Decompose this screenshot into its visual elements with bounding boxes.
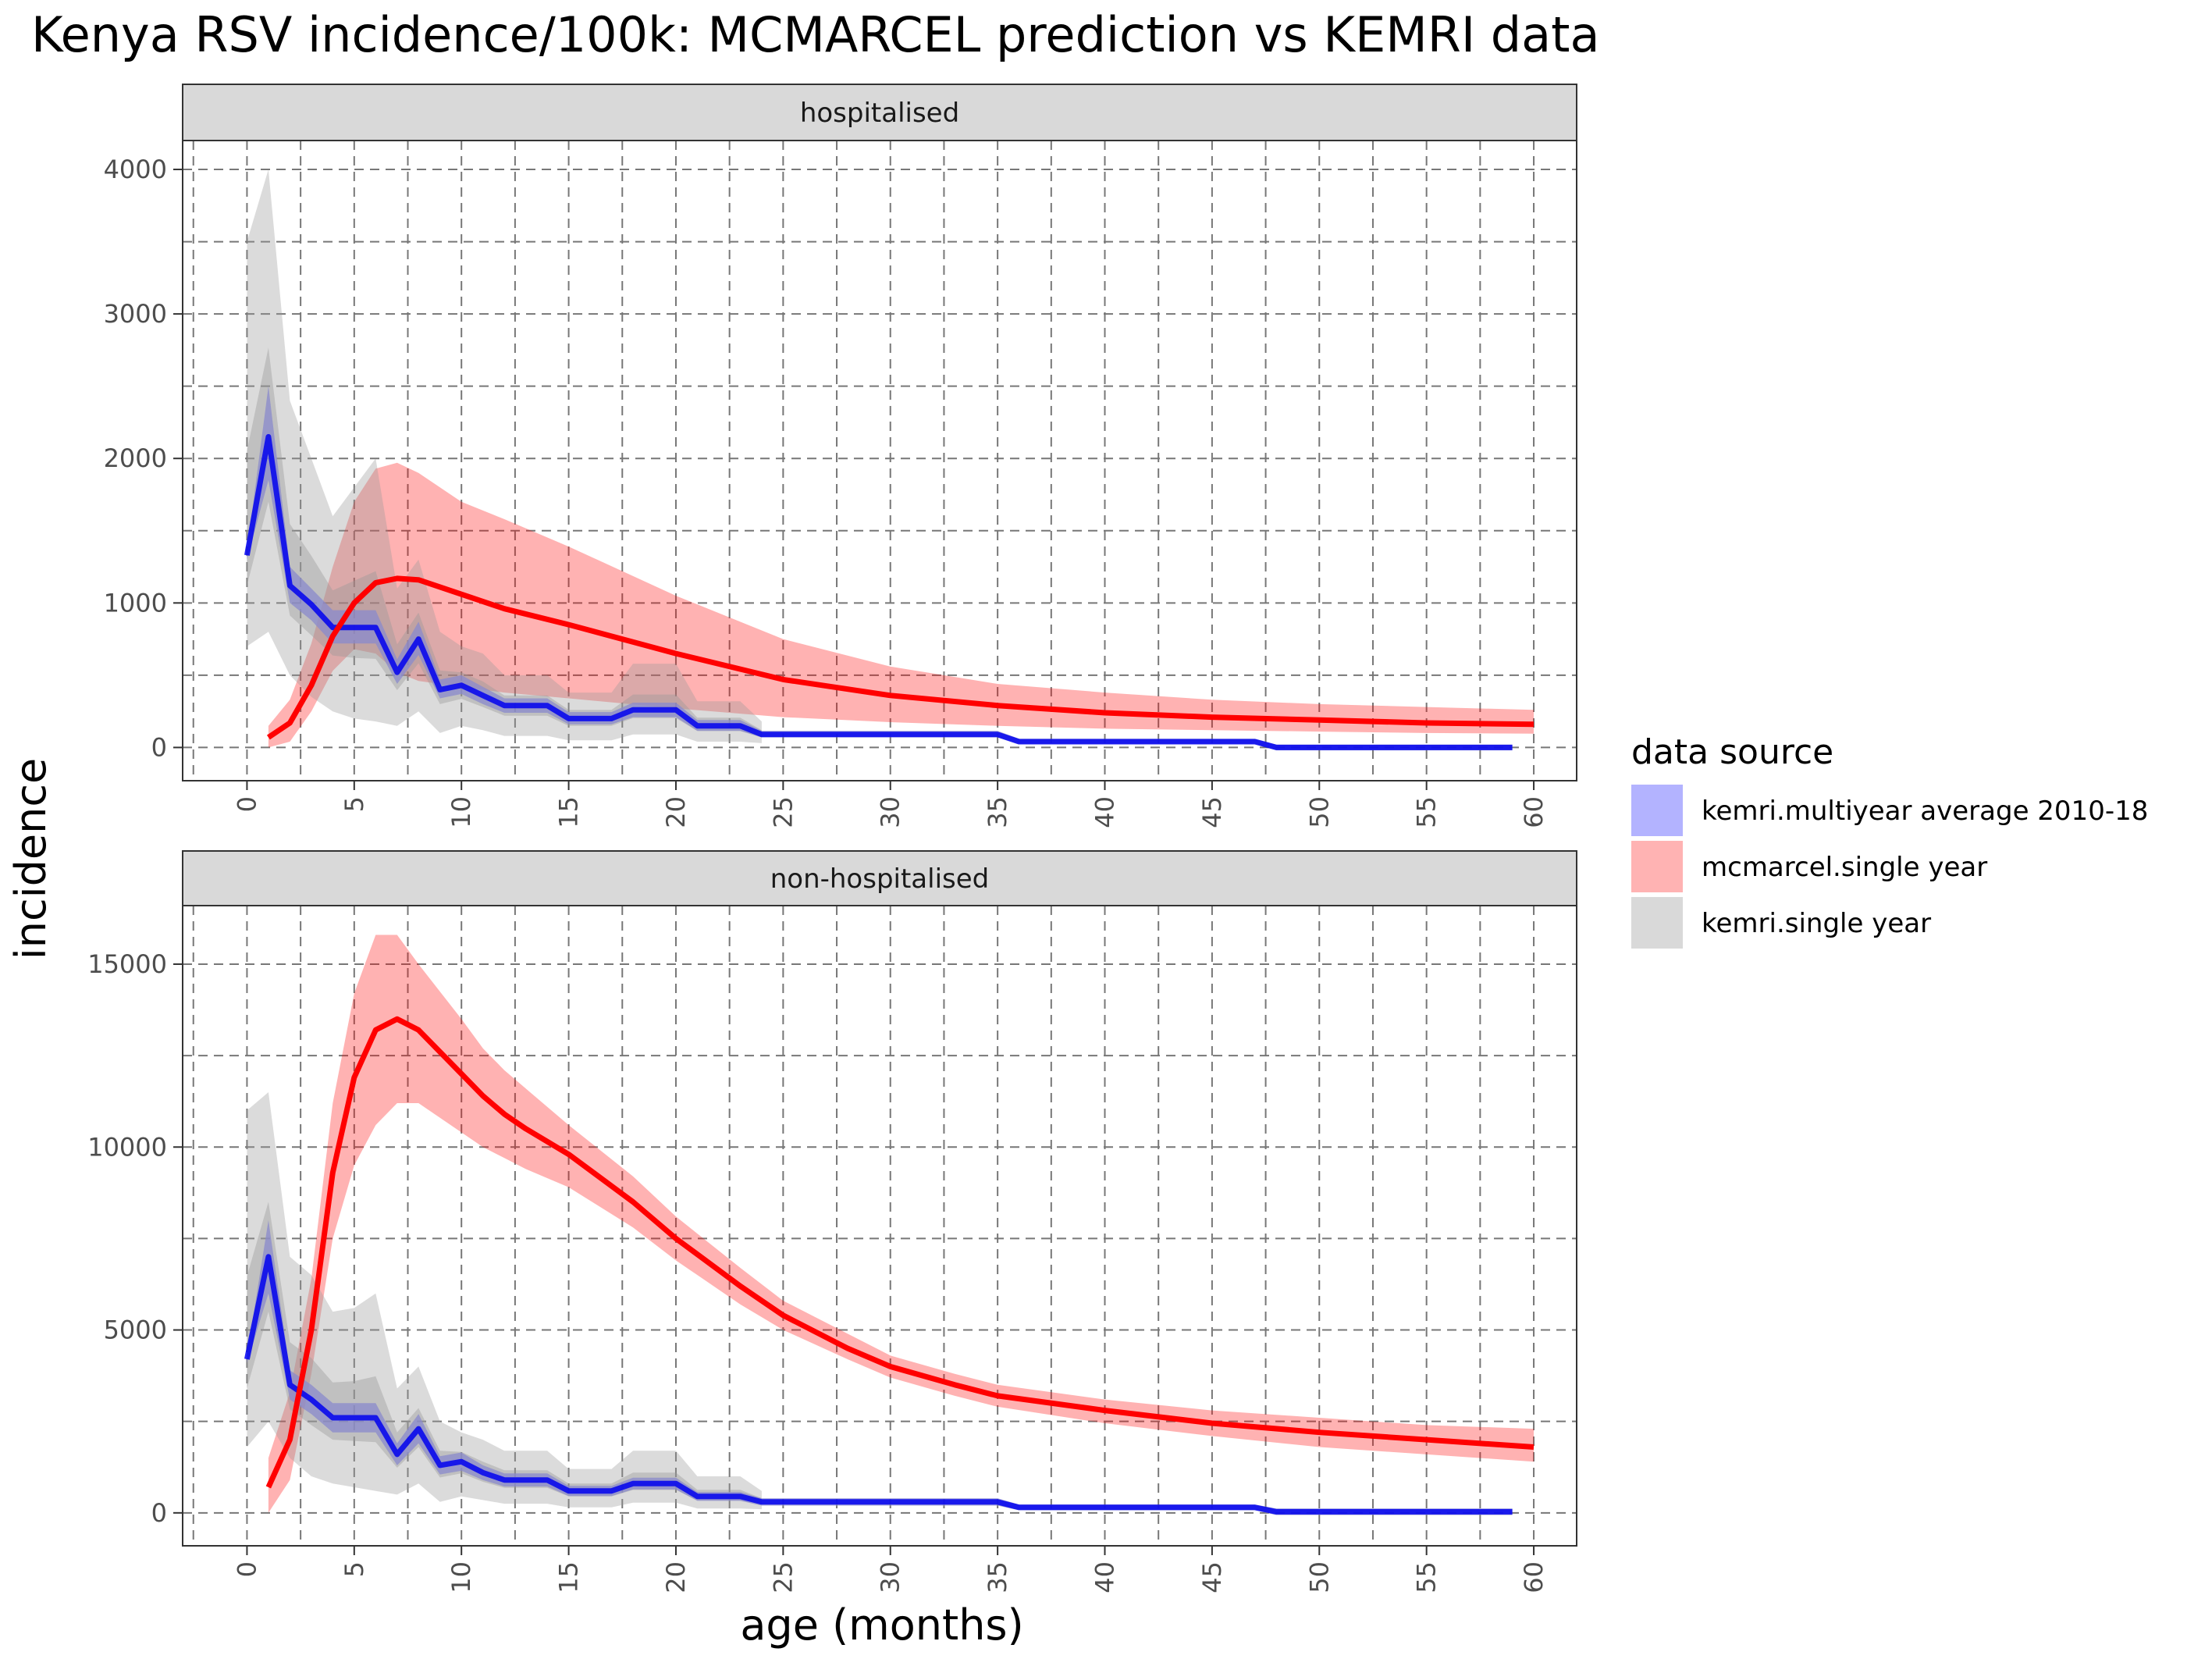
x-axis-label: age (months) — [740, 1600, 1023, 1650]
x-tick-label: 40 — [1090, 1561, 1120, 1593]
x-tick-label: 45 — [1197, 796, 1227, 828]
x-tick-label: 20 — [661, 1561, 691, 1593]
grid-lines — [183, 906, 1577, 1546]
legend-key — [1631, 841, 1683, 892]
x-tick-label: 0 — [232, 796, 261, 812]
x-tick-label: 55 — [1412, 1561, 1442, 1593]
legend-label: kemri.multiyear average 2010-18 — [1702, 796, 2148, 827]
x-tick-label: 45 — [1197, 1561, 1227, 1593]
legend-label: mcmarcel.single year — [1702, 852, 1987, 883]
x-tick-label: 30 — [876, 796, 905, 828]
y-tick-label: 5000 — [104, 1315, 167, 1345]
legend-label: kemri.single year — [1702, 908, 1931, 939]
kemri-avg-line — [244, 434, 1513, 750]
legend-key — [1631, 785, 1683, 836]
y-tick-label: 10000 — [87, 1132, 167, 1162]
mcmarcel-line — [265, 1016, 1535, 1489]
y-tick-label: 2000 — [104, 443, 167, 473]
x-tick-label: 30 — [876, 1561, 905, 1593]
x-tick-label: 5 — [340, 1561, 369, 1577]
legend-key — [1631, 897, 1683, 949]
y-tick-label: 4000 — [104, 155, 167, 184]
legend: data source kemri.multiyear average 2010-… — [1631, 732, 2148, 949]
series-layer — [244, 935, 1535, 1515]
x-tick-label: 60 — [1519, 796, 1549, 828]
x-tick-label: 50 — [1304, 1561, 1334, 1593]
y-tick-label: 0 — [151, 732, 167, 762]
panel-hospitalised: hospitalised 0 1000 2000 3000 4000 0 5 10 15 20 25 3… — [104, 84, 1577, 828]
strip-label: hospitalised — [800, 98, 959, 129]
kemri-single-band — [247, 169, 762, 743]
series-layer — [244, 169, 1535, 751]
panel-non-hospitalised: non-hospitalised 0 5000 10000 15000 0 5 10 15 20 2… — [87, 850, 1577, 1593]
x-tick-label: 50 — [1304, 796, 1334, 828]
x-tick-label: 25 — [768, 1561, 798, 1593]
mcmarcel-band — [268, 935, 1534, 1513]
y-tick-label: 15000 — [87, 949, 167, 979]
x-tick-label: 15 — [554, 1561, 584, 1593]
strip-label: non-hospitalised — [770, 863, 990, 895]
x-tick-label: 10 — [446, 796, 476, 828]
strip-background — [182, 84, 1577, 141]
x-tick-label: 55 — [1412, 796, 1442, 828]
x-tick-label: 5 — [340, 796, 369, 812]
mcmarcel-band — [268, 462, 1534, 748]
y-tick-label: 1000 — [104, 588, 167, 618]
x-tick-label: 10 — [446, 1561, 476, 1593]
x-tick-label: 40 — [1090, 796, 1120, 828]
x-tick-label: 0 — [232, 1561, 261, 1577]
grid-lines — [183, 141, 1577, 781]
x-tick-label: 35 — [983, 1561, 1012, 1593]
kemri-avg-line — [244, 1254, 1513, 1515]
y-axis-label: incidence — [6, 758, 55, 960]
strip-background — [182, 850, 1577, 906]
x-tick-label: 15 — [554, 796, 584, 828]
x-tick-label: 60 — [1519, 1561, 1549, 1593]
y-tick-label: 3000 — [104, 299, 167, 329]
legend-title: data source — [1631, 732, 1833, 772]
x-tick-label: 25 — [768, 796, 798, 828]
chart-title: Kenya RSV incidence/100k: MCMARCEL predi… — [31, 6, 1600, 63]
y-tick-label: 0 — [151, 1498, 167, 1528]
mcmarcel-line — [266, 575, 1535, 740]
x-tick-label: 20 — [661, 796, 691, 828]
x-tick-label: 35 — [983, 796, 1012, 828]
